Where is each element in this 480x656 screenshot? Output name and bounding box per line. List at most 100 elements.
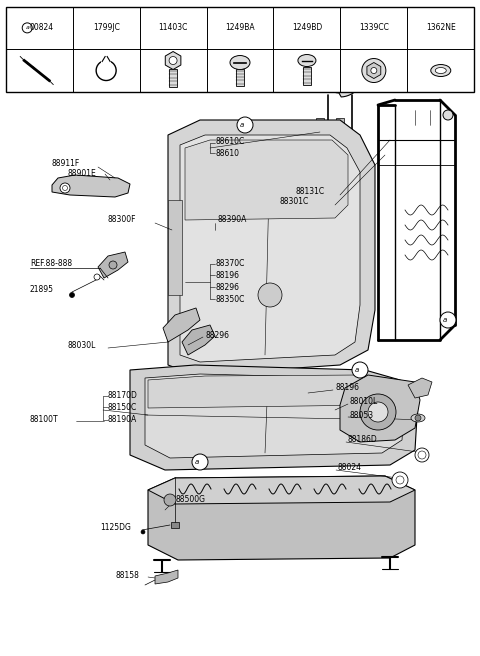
Text: a: a bbox=[195, 459, 199, 465]
Text: 21895: 21895 bbox=[30, 285, 54, 295]
Text: 88030L: 88030L bbox=[68, 340, 96, 350]
Polygon shape bbox=[316, 37, 367, 97]
Text: 88010L: 88010L bbox=[350, 398, 378, 407]
Text: (DRIVER SEAT): (DRIVER SEAT) bbox=[6, 16, 82, 26]
Bar bbox=[236, 68, 244, 85]
Text: 88053: 88053 bbox=[350, 411, 374, 419]
Text: 1249BA: 1249BA bbox=[225, 24, 255, 32]
Text: a: a bbox=[355, 367, 359, 373]
Circle shape bbox=[418, 451, 426, 459]
Circle shape bbox=[22, 23, 32, 33]
Polygon shape bbox=[148, 375, 395, 408]
Ellipse shape bbox=[230, 56, 250, 70]
Circle shape bbox=[258, 283, 282, 307]
Circle shape bbox=[60, 183, 70, 193]
Text: a: a bbox=[25, 26, 29, 30]
Text: 1339CC: 1339CC bbox=[359, 24, 389, 32]
Text: 88186D: 88186D bbox=[348, 436, 378, 445]
Polygon shape bbox=[52, 175, 130, 197]
Polygon shape bbox=[408, 378, 432, 398]
Circle shape bbox=[396, 476, 404, 484]
Ellipse shape bbox=[431, 64, 451, 77]
Polygon shape bbox=[130, 365, 418, 470]
Text: 88350C: 88350C bbox=[216, 295, 245, 304]
Text: 1125DG: 1125DG bbox=[100, 522, 131, 531]
Text: a: a bbox=[240, 122, 244, 128]
Polygon shape bbox=[168, 120, 375, 375]
Circle shape bbox=[415, 448, 429, 462]
Text: 88024: 88024 bbox=[338, 464, 362, 472]
Bar bbox=[6, 7, 474, 92]
Polygon shape bbox=[148, 476, 415, 504]
Bar bbox=[316, 118, 324, 126]
Polygon shape bbox=[185, 140, 348, 220]
Circle shape bbox=[109, 261, 117, 269]
Circle shape bbox=[371, 68, 377, 73]
Text: 88370C: 88370C bbox=[216, 258, 245, 268]
Text: 88158: 88158 bbox=[115, 571, 139, 579]
Circle shape bbox=[352, 362, 368, 378]
Text: 88301C: 88301C bbox=[280, 197, 309, 207]
Text: 1362NE: 1362NE bbox=[426, 24, 456, 32]
Polygon shape bbox=[182, 325, 215, 355]
Bar bbox=[303, 66, 311, 85]
Circle shape bbox=[62, 186, 68, 190]
Circle shape bbox=[192, 454, 208, 470]
Text: 88196: 88196 bbox=[335, 384, 359, 392]
Polygon shape bbox=[163, 308, 200, 342]
Text: 88190A: 88190A bbox=[108, 415, 137, 424]
Bar bbox=[171, 522, 179, 528]
Polygon shape bbox=[148, 476, 415, 560]
Circle shape bbox=[164, 494, 176, 506]
Bar bbox=[101, 56, 111, 62]
Polygon shape bbox=[165, 52, 181, 70]
Text: 88296: 88296 bbox=[216, 283, 240, 291]
Polygon shape bbox=[340, 375, 420, 442]
Circle shape bbox=[141, 530, 145, 534]
Polygon shape bbox=[168, 200, 182, 295]
Text: 88911F: 88911F bbox=[52, 159, 80, 167]
Circle shape bbox=[440, 312, 456, 328]
Polygon shape bbox=[98, 252, 128, 278]
Bar bbox=[169, 68, 177, 87]
Polygon shape bbox=[367, 62, 381, 79]
Bar bbox=[336, 118, 344, 126]
Text: 88901E: 88901E bbox=[68, 169, 97, 178]
Circle shape bbox=[415, 415, 421, 421]
Ellipse shape bbox=[411, 414, 425, 422]
Text: 11403C: 11403C bbox=[158, 24, 188, 32]
Text: 88500G: 88500G bbox=[175, 495, 205, 504]
Polygon shape bbox=[180, 135, 360, 362]
Text: 88610: 88610 bbox=[216, 148, 240, 157]
Polygon shape bbox=[145, 374, 404, 458]
Text: 00824: 00824 bbox=[29, 24, 53, 32]
Text: 88150C: 88150C bbox=[108, 403, 137, 411]
Ellipse shape bbox=[298, 54, 316, 66]
Circle shape bbox=[368, 402, 388, 422]
Text: 88296: 88296 bbox=[205, 331, 229, 340]
Text: 88100T: 88100T bbox=[30, 415, 59, 424]
Circle shape bbox=[360, 394, 396, 430]
Text: 88390A: 88390A bbox=[218, 216, 247, 224]
Circle shape bbox=[94, 274, 100, 280]
Circle shape bbox=[392, 472, 408, 488]
Text: REF.88-888: REF.88-888 bbox=[30, 258, 72, 268]
Text: 88610C: 88610C bbox=[216, 138, 245, 146]
Circle shape bbox=[70, 293, 74, 298]
Circle shape bbox=[237, 117, 253, 133]
Text: 88196: 88196 bbox=[216, 270, 240, 279]
Text: 1799JC: 1799JC bbox=[93, 24, 120, 32]
Text: 88600A: 88600A bbox=[265, 54, 294, 62]
Ellipse shape bbox=[435, 68, 446, 73]
Text: 1249BD: 1249BD bbox=[292, 24, 322, 32]
Text: 88170D: 88170D bbox=[108, 390, 138, 400]
Circle shape bbox=[169, 56, 177, 64]
Text: 88600A: 88600A bbox=[265, 54, 294, 62]
Text: 88300F: 88300F bbox=[108, 216, 136, 224]
Text: a: a bbox=[443, 317, 447, 323]
Circle shape bbox=[96, 60, 116, 81]
Polygon shape bbox=[155, 570, 178, 584]
Circle shape bbox=[362, 58, 386, 83]
Text: 88131C: 88131C bbox=[295, 188, 324, 197]
Circle shape bbox=[443, 110, 453, 120]
